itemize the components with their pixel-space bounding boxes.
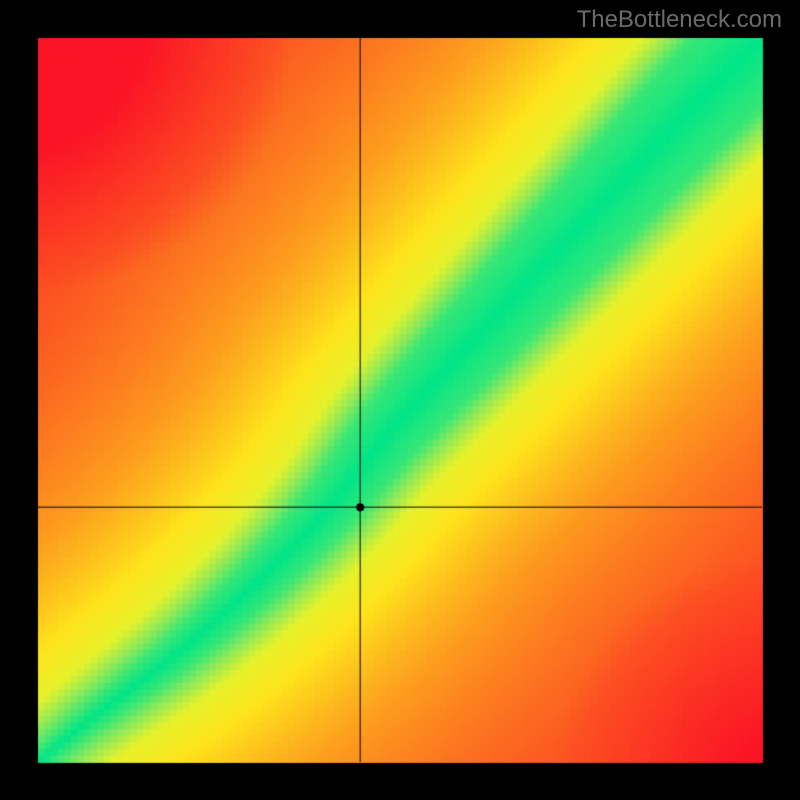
bottleneck-heatmap: [0, 0, 800, 800]
watermark-text: TheBottleneck.com: [577, 6, 782, 34]
